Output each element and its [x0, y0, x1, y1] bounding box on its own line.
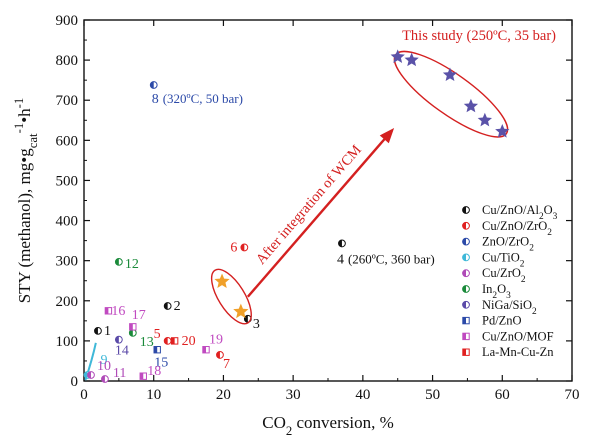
this-study-star-1: [390, 49, 405, 63]
legend-label-3: ZnO/ZrO2: [482, 235, 534, 254]
point-label-18: 18: [147, 364, 161, 379]
legend-label-2: Cu/ZnO/ZrO2: [482, 219, 552, 238]
point-label-5: 5: [154, 327, 161, 342]
point-label-2: 2: [174, 299, 181, 314]
legend-marker-5: [462, 269, 470, 278]
legend-label-9: Cu/ZnO/MOF: [482, 329, 554, 343]
data-point-15: [153, 346, 161, 354]
legend-marker-7: [462, 300, 470, 309]
point-label-16: 16: [111, 304, 125, 319]
this-study-star-5: [477, 112, 492, 127]
x-tick-label: 0: [80, 387, 88, 403]
point-label-14: 14: [115, 344, 129, 359]
legend-marker-1: [462, 206, 470, 214]
data-point-8: [149, 81, 158, 89]
legend-label-7: NiGa/SiO2: [482, 298, 537, 317]
data-point-5: [163, 336, 172, 345]
data-point-17: [129, 323, 137, 331]
point-note-4: (260ºC, 360 bar): [348, 251, 435, 266]
point-label-15: 15: [154, 356, 168, 371]
data-point-2: [163, 302, 172, 310]
legend-label-10: La-Mn-Cu-Zn: [482, 345, 554, 359]
point-label-12: 12: [125, 257, 139, 272]
point-label-17: 17: [132, 308, 146, 323]
wcm-star-1: [214, 273, 230, 288]
legend-label-4: Cu/TiO2: [482, 250, 525, 269]
data-point-4: [338, 239, 346, 248]
point-label-3: 3: [253, 317, 260, 332]
y-tick-label: 600: [56, 133, 79, 149]
this-study-annotation: This study (250ºC, 35 bar): [402, 28, 556, 44]
legend-marker-10: [462, 348, 470, 356]
data-point-14: [114, 335, 123, 344]
point-label-8: 8: [152, 92, 159, 107]
legend-marker-8: [462, 316, 470, 325]
data-point-11: [101, 375, 109, 383]
legend-label-1: Cu/ZnO/Al2O3: [482, 203, 558, 222]
this-study-star-4: [463, 98, 479, 113]
y-tick-label: 0: [71, 374, 79, 390]
data-point-16: [104, 307, 113, 315]
data-point-6: [240, 243, 249, 252]
highlight-ellipses: [210, 50, 509, 325]
arrow-annotation: After integration of WCM: [253, 142, 365, 268]
point-note-8: (320ºC, 50 bar): [163, 91, 243, 106]
x-axis-label: CO2 conversion, %: [262, 413, 394, 438]
this-study-star-3: [442, 67, 458, 82]
legend-marker-9: [462, 332, 470, 341]
legend-marker-3: [462, 237, 470, 246]
point-label-1: 1: [104, 324, 111, 339]
point-label-11: 11: [113, 366, 126, 381]
star-points: [214, 49, 510, 319]
point-label-20: 20: [182, 334, 196, 349]
y-axis-label: STY (methanol), mg•gcat-1•h-1: [12, 98, 40, 304]
data-point-12: [114, 257, 123, 266]
data-point-20: [170, 337, 179, 345]
y-tick-label: 500: [56, 173, 79, 189]
legend-marker-6: [462, 285, 470, 293]
point-label-7: 7: [223, 357, 230, 372]
point-label-19: 19: [209, 333, 223, 348]
x-tick-label: 50: [425, 387, 440, 403]
arrow-head: [379, 128, 395, 144]
y-tick-label: 800: [56, 53, 79, 69]
x-tick-label: 40: [355, 387, 370, 403]
ticks: 0 10 20 30 40 50 60 700100200300400500600700800…: [56, 13, 580, 403]
legend-label-8: Pd/ZnO: [482, 314, 522, 328]
data-point-19: [202, 346, 210, 354]
point-label-4: 4: [337, 252, 344, 267]
x-tick-label: 10: [146, 387, 161, 403]
y-tick-label: 400: [56, 214, 79, 230]
this-study-star-6: [495, 124, 510, 138]
point-label-13: 13: [140, 335, 154, 350]
x-tick-label: 30: [286, 387, 301, 403]
legend-marker-2: [462, 221, 470, 230]
x-tick-label: 70: [565, 387, 580, 403]
x-tick-label: 20: [216, 387, 231, 403]
legend: Cu/ZnO/Al2O3Cu/ZnO/ZrO2ZnO/ZrO2Cu/TiO2Cu…: [462, 203, 558, 359]
y-tick-label: 100: [56, 334, 79, 350]
this-study-star-2: [404, 52, 419, 67]
improvement-arrow: [246, 129, 394, 298]
wcm-star-2: [233, 303, 249, 319]
y-tick-label: 200: [56, 294, 79, 310]
point-label-9: 9: [100, 353, 107, 368]
point-label-6: 6: [230, 240, 237, 255]
legend-label-6: In2O3: [482, 282, 511, 301]
x-tick-label: 60: [495, 387, 510, 403]
data-point-7: [216, 351, 224, 359]
data-point-10: [87, 371, 95, 379]
y-tick-label: 900: [56, 13, 79, 29]
data-point-1: [94, 326, 102, 335]
data-point-18: [139, 372, 147, 380]
legend-marker-4: [462, 253, 470, 262]
y-tick-label: 700: [56, 93, 79, 109]
y-tick-label: 300: [56, 254, 79, 270]
wcm-ellipse: [210, 268, 252, 325]
legend-label-5: Cu/ZrO2: [482, 266, 526, 285]
point-label-10: 10: [97, 359, 111, 374]
